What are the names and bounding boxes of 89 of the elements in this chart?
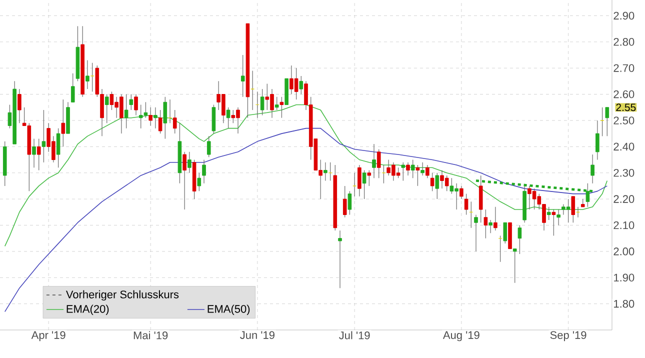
candlestick: [518, 224, 522, 254]
candlestick: [426, 164, 430, 178]
candlestick: [226, 107, 230, 129]
candlestick: [358, 164, 362, 197]
legend-label: EMA(20): [66, 304, 109, 316]
candlestick: [460, 186, 464, 200]
candlestick: [376, 148, 381, 178]
candlestick: [61, 99, 66, 147]
candlestick: [488, 220, 492, 234]
candlestick: [600, 107, 604, 136]
candlestick: [124, 94, 128, 129]
candlestick: [435, 172, 440, 200]
candlestick: [494, 206, 498, 231]
x-tick-label: Sep '19: [550, 331, 586, 342]
x-tick-label: Aug '19: [442, 331, 480, 342]
candlestick: [274, 96, 279, 110]
candlestick: [158, 110, 162, 134]
candlestick: [197, 172, 202, 192]
candlestick: [163, 96, 168, 140]
candlestick: [32, 138, 36, 168]
candlestick: [134, 94, 138, 116]
candlestick: [503, 222, 508, 244]
candlestick: [42, 110, 46, 163]
candlestick: [362, 170, 366, 200]
y-tick-label: 2.00: [614, 248, 634, 256]
candlestick: [571, 196, 576, 223]
candlestick: [86, 60, 90, 90]
candlestick: [546, 206, 551, 220]
candlestick: [605, 107, 610, 136]
candlestick: [406, 162, 410, 176]
candlestick: [56, 128, 60, 168]
candlestick: [90, 62, 94, 92]
candlestick: [240, 54, 245, 98]
text: 2.55: [616, 104, 636, 112]
candlestick: [206, 136, 211, 158]
candlestick: [430, 172, 434, 192]
candlestick: [367, 170, 372, 186]
candlestick: [464, 194, 468, 216]
candlestick: [552, 209, 556, 236]
candlestick: [188, 152, 192, 174]
x-tick-label: Mai '19: [134, 331, 168, 340]
candlestick: [338, 230, 342, 288]
x-tick-label: Jun '19: [240, 331, 274, 339]
candlestick: [556, 209, 560, 226]
candlestick: [342, 186, 347, 218]
legend-label: EMA(50): [208, 304, 250, 316]
candlestick: [410, 159, 415, 178]
candlestick: [250, 70, 254, 110]
x-tick-label: Jul '19: [339, 331, 370, 340]
candlestick: [478, 175, 483, 223]
y-tick-label: 1.80: [614, 300, 634, 308]
y-tick-label: 2.10: [614, 221, 634, 230]
candlestick: [202, 159, 206, 184]
candlestick: [484, 209, 488, 239]
y-tick-label: 1.90: [614, 274, 634, 282]
candlestick: [129, 94, 134, 110]
candlestick: [182, 152, 186, 210]
candlestick: [596, 120, 600, 160]
candlestick: [420, 162, 424, 176]
candlestick: [352, 172, 356, 197]
x-tick-label: Apr '19: [31, 331, 66, 342]
y-tick-label: 2.20: [614, 195, 634, 203]
candlestick: [104, 94, 109, 124]
candlestick: [512, 248, 517, 284]
candlestick: [18, 88, 22, 124]
y-tick-label: 2.50: [614, 116, 634, 124]
y-tick-label: 2.80: [614, 38, 634, 46]
candlestick: [260, 88, 264, 116]
candlestick: [148, 107, 152, 126]
candlestick: [70, 73, 75, 102]
candlestick: [590, 154, 594, 184]
y-tick-label: 2.60: [614, 90, 634, 98]
candlestick: [36, 138, 41, 171]
candlestick: [416, 164, 420, 186]
candlestick: [299, 76, 304, 95]
y-tick-label: 2.70: [614, 64, 634, 72]
candlestick: [280, 96, 284, 118]
candlestick: [324, 162, 328, 182]
candlestick: [172, 110, 177, 134]
annotation: Vorheriger Schlusskurs: [66, 290, 179, 301]
candlestick: [401, 162, 406, 182]
candlestick: [154, 107, 158, 129]
y-tick-label: 2.40: [614, 142, 634, 151]
y-tick-label: 2.90: [614, 12, 634, 20]
candlestick: [474, 214, 478, 252]
candlestick: [212, 104, 216, 134]
candlestick: [348, 190, 352, 216]
y-tick-label: 2.30: [614, 168, 634, 177]
candlestick: [372, 144, 376, 178]
